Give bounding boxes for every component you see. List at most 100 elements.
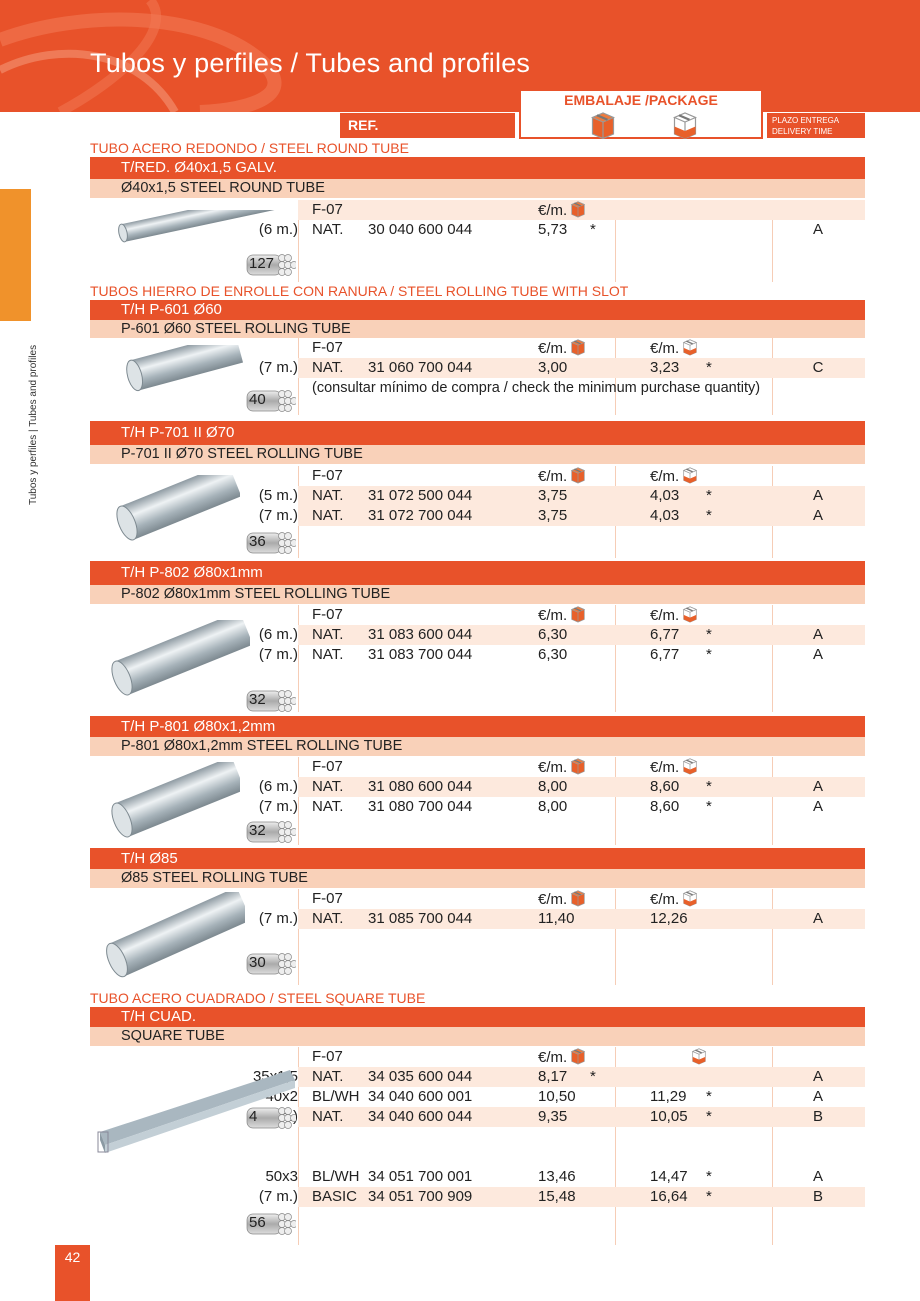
tube-bundle-icon: 32 — [246, 819, 298, 845]
price-bulk: 8,60 — [650, 778, 680, 795]
table-row: (7 m.) NAT. 31 060 700 044 3,00 3,23 * C — [90, 358, 865, 378]
section-header: T/H Ø85 — [90, 848, 865, 869]
tube-bundle-icon: 32 — [246, 688, 298, 714]
bundle-count: 56 — [249, 1214, 266, 1231]
section-subtitle: P-701 II Ø70 STEEL ROLLING TUBE — [90, 445, 865, 464]
price-box: 8,00 — [538, 798, 568, 815]
finish-header: F-07 — [312, 758, 343, 775]
reference: 31 083 700 044 — [368, 646, 473, 663]
section-subtitle: Ø40x1,5 STEEL ROUND TUBE — [90, 179, 865, 198]
bundle-count: 36 — [249, 533, 266, 550]
price2-label: €/m. — [650, 891, 680, 908]
page-number: 42 — [55, 1245, 90, 1301]
finish-header: F-07 — [312, 890, 343, 907]
tube-bundle-icon: 36 — [246, 530, 298, 556]
box-orange-icon — [570, 201, 586, 218]
column-divider — [772, 200, 773, 282]
price1-label: €/m. — [538, 759, 568, 776]
table-row: (7 m.) NAT. 31 085 700 044 11,40 12,26 A — [90, 909, 865, 929]
finish: BL/WH — [312, 1088, 360, 1105]
finish-header: F-07 — [312, 201, 343, 218]
reference: 34 051 700 001 — [368, 1168, 473, 1185]
delivery-code: A — [812, 1068, 823, 1085]
table-row: (6 m.) NAT. 30 040 600 044 5,73 * A — [90, 220, 865, 240]
length-label: 50x3 — [265, 1168, 298, 1185]
rolling-tube-image — [95, 887, 252, 982]
delivery-code: A — [812, 1168, 823, 1185]
column-divider — [772, 605, 773, 712]
price1-header: €/m. — [538, 757, 587, 778]
length-label: (6 m.) — [258, 626, 298, 643]
price-box: 6,30 — [538, 646, 568, 663]
column-divider — [615, 605, 616, 712]
column-divider — [615, 200, 616, 282]
price2-header — [688, 1047, 708, 1068]
row-shade — [298, 1067, 865, 1087]
delivery-label-es: PLAZO ENTREGA — [772, 116, 840, 125]
note-mark: * — [706, 487, 712, 504]
ref-header: REF. — [340, 113, 515, 138]
box-orange-icon — [570, 339, 586, 356]
price1-header: €/m. — [538, 889, 587, 910]
bundle-count: 30 — [249, 954, 266, 971]
price1-header: €/m. — [538, 338, 587, 359]
header-band: Tubos y perfiles / Tubes and profiles — [0, 0, 920, 112]
bundle-count: 127 — [249, 255, 275, 272]
price1-label: €/m. — [538, 1049, 568, 1066]
note-mark: * — [706, 507, 712, 524]
table-row: 40x2 BL/WH 34 040 600 001 10,50 11,29 * A — [90, 1087, 865, 1107]
delivery-time-header: PLAZO ENTREGA DELIVERY TIME — [767, 113, 865, 138]
delivery-label-en: DELIVERY TIME — [772, 127, 833, 136]
table-row: (6 m.) NAT. 31 080 600 044 8,00 8,60 * A — [90, 777, 865, 797]
price2-label: €/m. — [650, 607, 680, 624]
note-mark: * — [706, 1168, 712, 1185]
price2-label: €/m. — [650, 468, 680, 485]
length-label: (7 m.) — [258, 798, 298, 815]
delivery-code: A — [812, 487, 823, 504]
box-white-icon — [682, 339, 698, 356]
column-divider — [298, 757, 299, 845]
row-shade — [298, 909, 865, 929]
tube-bundle-icon: 56 — [246, 1211, 298, 1237]
price1-label: €/m. — [538, 340, 568, 357]
finish: NAT. — [312, 626, 344, 643]
price-header-row: F-07 €/m. €/m. — [90, 605, 865, 625]
reference: 31 072 700 044 — [368, 507, 473, 524]
length-label: (7 m.) — [258, 1188, 298, 1205]
table-row: (7 m.) NAT. 31 072 700 044 3,75 4,03 * A — [90, 506, 865, 526]
package-label: EMBALAJE /PACKAGE — [564, 92, 718, 108]
price-bulk: 4,03 — [650, 487, 680, 504]
rolling-tube-image — [115, 332, 245, 395]
price-box: 3,00 — [538, 359, 568, 376]
price-header-row: F-07 €/m. €/m. — [90, 889, 865, 909]
table-row: 50x3 BL/WH 34 051 700 001 13,46 14,47 * A — [90, 1167, 865, 1187]
note-mark: * — [706, 1188, 712, 1205]
section-subtitle: SQUARE TUBE — [90, 1027, 865, 1046]
bundle-count: 40 — [249, 391, 266, 408]
finish-header: F-07 — [312, 1048, 343, 1065]
section-tab — [0, 189, 31, 321]
box-white-icon — [691, 1048, 707, 1065]
reference: 34 035 600 044 — [368, 1068, 473, 1085]
price1-label: €/m. — [538, 202, 568, 219]
delivery-code: A — [812, 778, 823, 795]
sidebar-label: Tubos y perfiles | Tubes and profiles — [28, 344, 39, 505]
price-bulk: 8,60 — [650, 798, 680, 815]
price-box: 3,75 — [538, 487, 568, 504]
length-label: (7 m.) — [258, 646, 298, 663]
rolling-tube-image — [100, 756, 245, 842]
note-mark: * — [706, 626, 712, 643]
tube-bundle-icon: 4 — [246, 1105, 298, 1131]
section-header: T/H P-802 Ø80x1mm — [90, 561, 865, 585]
reference: 34 040 600 044 — [368, 1108, 473, 1125]
finish: NAT. — [312, 487, 344, 504]
section-header: T/H CUAD. — [90, 1007, 865, 1027]
page-title: Tubos y perfiles / Tubes and profiles — [90, 48, 531, 78]
tube-bundle-icon: 40 — [246, 388, 298, 414]
length-label: (7 m.) — [258, 910, 298, 927]
price-bulk: 10,05 — [650, 1108, 688, 1125]
price-box: 6,30 — [538, 626, 568, 643]
price1-header: €/m. — [538, 200, 587, 221]
reference: 34 040 600 001 — [368, 1088, 473, 1105]
